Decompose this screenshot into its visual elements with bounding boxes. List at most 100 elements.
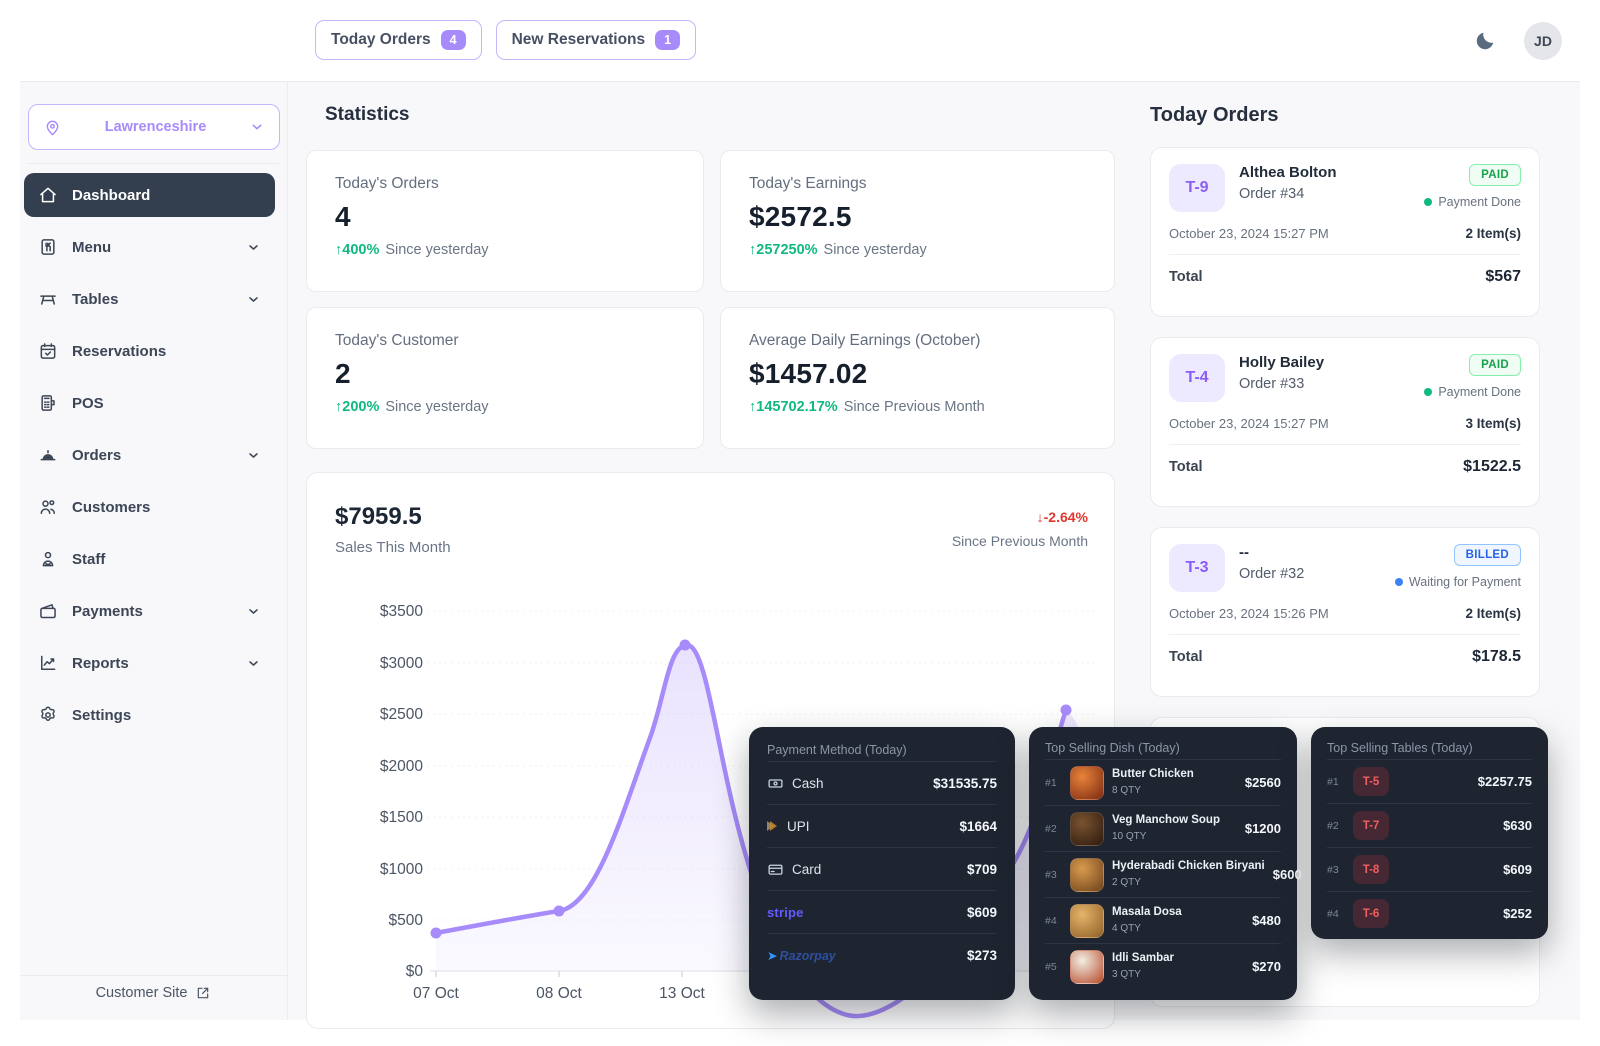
- topbar-quick-buttons: Today Orders 4 New Reservations 1: [315, 20, 697, 60]
- table-badge: T-3: [1169, 544, 1225, 592]
- status-badge: PAID: [1469, 164, 1521, 186]
- order-total: $567: [1485, 268, 1521, 285]
- x-axis-labels: 07 Oct 08 Oct 13 Oct: [413, 985, 705, 1002]
- sales-subtitle: Sales This Month: [335, 539, 451, 556]
- payment-method-title: Payment Method (Today): [767, 743, 907, 757]
- reports-chart-icon: [38, 653, 58, 673]
- dish-row-1: #1 Butter Chicken 8 QTY $2560: [1045, 759, 1281, 805]
- dish-row-2: #2 Veg Manchow Soup 10 QTY $1200: [1045, 805, 1281, 851]
- app-frame: Today Orders 4 New Reservations 1 JD: [20, 0, 1580, 1029]
- stat-card-average-daily-earnings: Average Daily Earnings (October) $1457.0…: [720, 307, 1115, 449]
- chart-header: $7959.5 Sales This Month: [335, 503, 451, 556]
- new-reservations-count-badge: 1: [655, 30, 681, 50]
- stat-card-todays-customer: Today's Customer 2 ↑200% Since yesterday: [306, 307, 704, 449]
- location-pin-icon: [43, 118, 62, 137]
- home-icon: [38, 185, 58, 205]
- sidebar-item-settings[interactable]: Settings: [24, 693, 275, 737]
- table-badge: T-9: [1169, 164, 1225, 212]
- stat-card-grid: Today's Orders 4 ↑400% Since yesterday To…: [306, 150, 1115, 449]
- svg-text:$1000: $1000: [380, 861, 423, 878]
- dark-mode-toggle[interactable]: [1470, 26, 1500, 56]
- chevron-down-icon: [246, 240, 261, 255]
- table-row-4: #4 T-6 $252: [1327, 891, 1532, 935]
- sidebar-item-reservations[interactable]: Reservations: [24, 329, 275, 373]
- order-total: $1522.5: [1463, 458, 1521, 475]
- customer-site-link[interactable]: Customer Site: [20, 985, 287, 1001]
- order-card-32[interactable]: T-3 -- Order #32 BILLED Waiting for Paym…: [1150, 527, 1540, 697]
- delta-up: ↑257250%: [749, 242, 818, 258]
- upi-logo: [767, 821, 777, 831]
- chart-header-right: ↓-2.64% Since Previous Month: [952, 509, 1088, 549]
- user-avatar[interactable]: JD: [1524, 22, 1562, 60]
- sidebar-item-pos[interactable]: POS: [24, 381, 275, 425]
- top-selling-dish-widget: Top Selling Dish (Today) #1 Butter Chick…: [1029, 727, 1302, 1000]
- credit-card-icon: [767, 861, 784, 878]
- sidebar-item-reports[interactable]: Reports: [24, 641, 275, 685]
- table-badge: T-6: [1353, 899, 1389, 928]
- svg-text:$3000: $3000: [380, 655, 423, 672]
- svg-text:$2500: $2500: [380, 706, 423, 723]
- sales-total: $7959.5: [335, 503, 422, 530]
- delta-up: ↑145702.17%: [749, 399, 838, 415]
- svg-text:$500: $500: [389, 912, 424, 929]
- svg-text:$3500: $3500: [380, 603, 423, 620]
- sidebar-item-staff[interactable]: Staff: [24, 537, 275, 581]
- payment-row-card: Card $709: [767, 847, 997, 890]
- order-number: Order #32: [1239, 566, 1305, 582]
- payment-status-text: Payment Done: [1438, 385, 1521, 399]
- pos-terminal-icon: [38, 393, 58, 413]
- dish-row-4: #4 Masala Dosa 4 QTY $480: [1045, 897, 1281, 943]
- new-reservations-button[interactable]: New Reservations 1: [495, 20, 697, 60]
- table-row-2: #2 T-7 $630: [1327, 803, 1532, 847]
- status-badge: PAID: [1469, 354, 1521, 376]
- total-label: Total: [1169, 269, 1203, 285]
- customer-name: Althea Bolton: [1239, 164, 1337, 181]
- location-selector[interactable]: Lawrenceshire: [28, 104, 280, 150]
- stat-card-todays-earnings: Today's Earnings $2572.5 ↑257250% Since y…: [720, 150, 1115, 292]
- delta-up: ↑400%: [335, 242, 380, 258]
- order-card-33[interactable]: T-4 Holly Bailey Order #33 PAID Payment …: [1150, 337, 1540, 507]
- payment-row-upi: UPI $1664: [767, 804, 997, 847]
- order-number: Order #33: [1239, 376, 1305, 392]
- dish-thumbnail: [1070, 903, 1104, 938]
- sidebar-item-payments[interactable]: Payments: [24, 589, 275, 633]
- payment-row-stripe: stripe $609: [767, 890, 997, 933]
- chevron-down-icon: [246, 292, 261, 307]
- dish-thumbnail: [1070, 765, 1104, 800]
- today-orders-button[interactable]: Today Orders 4: [315, 20, 482, 60]
- sales-delta-period: Since Previous Month: [951, 533, 1088, 549]
- sidebar-item-tables[interactable]: Tables: [24, 277, 275, 321]
- dish-thumbnail: [1070, 857, 1104, 892]
- location-name: Lawrenceshire: [104, 119, 207, 135]
- payment-status-text: Payment Done: [1438, 195, 1521, 209]
- today-orders-title: Today Orders: [1150, 104, 1279, 126]
- customer-name: --: [1239, 544, 1249, 561]
- gear-icon: [38, 705, 58, 725]
- banknote-icon: [767, 775, 784, 792]
- table-row-3: #3 T-8 $609: [1327, 847, 1532, 891]
- sidebar-item-menu[interactable]: Menu: [24, 225, 275, 269]
- wallet-icon: [38, 601, 58, 621]
- top-selling-tables-widget: Top Selling Tables (Today) #1 T-5 $2257.…: [1311, 727, 1548, 939]
- order-datetime: October 23, 2024 15:27 PM: [1169, 226, 1329, 241]
- chevron-down-icon: [246, 604, 261, 619]
- order-datetime: October 23, 2024 15:26 PM: [1169, 606, 1329, 621]
- order-datetime: October 23, 2024 15:27 PM: [1169, 416, 1329, 431]
- top-selling-tables-title: Top Selling Tables (Today): [1327, 741, 1473, 755]
- status-badge: BILLED: [1453, 544, 1521, 566]
- sales-area: [436, 645, 1082, 1017]
- sidebar-item-dashboard[interactable]: Dashboard: [24, 173, 275, 217]
- total-label: Total: [1169, 649, 1203, 665]
- users-icon: [38, 497, 58, 517]
- payment-row-razorpay: ➤ Razorpay $273: [767, 933, 997, 976]
- stat-card-todays-orders: Today's Orders 4 ↑400% Since yesterday: [306, 150, 704, 292]
- order-card-34[interactable]: T-9 Althea Bolton Order #34 PAID Payment…: [1150, 147, 1540, 317]
- sidebar-bottom-divider: [20, 975, 287, 976]
- sidebar-item-orders[interactable]: Orders: [24, 433, 275, 477]
- sidebar-item-customers[interactable]: Customers: [24, 485, 275, 529]
- delta-up: ↑200%: [335, 399, 380, 415]
- today-orders-count-badge: 4: [440, 30, 466, 50]
- cloche-icon: [38, 445, 58, 465]
- chevron-down-icon: [249, 119, 265, 135]
